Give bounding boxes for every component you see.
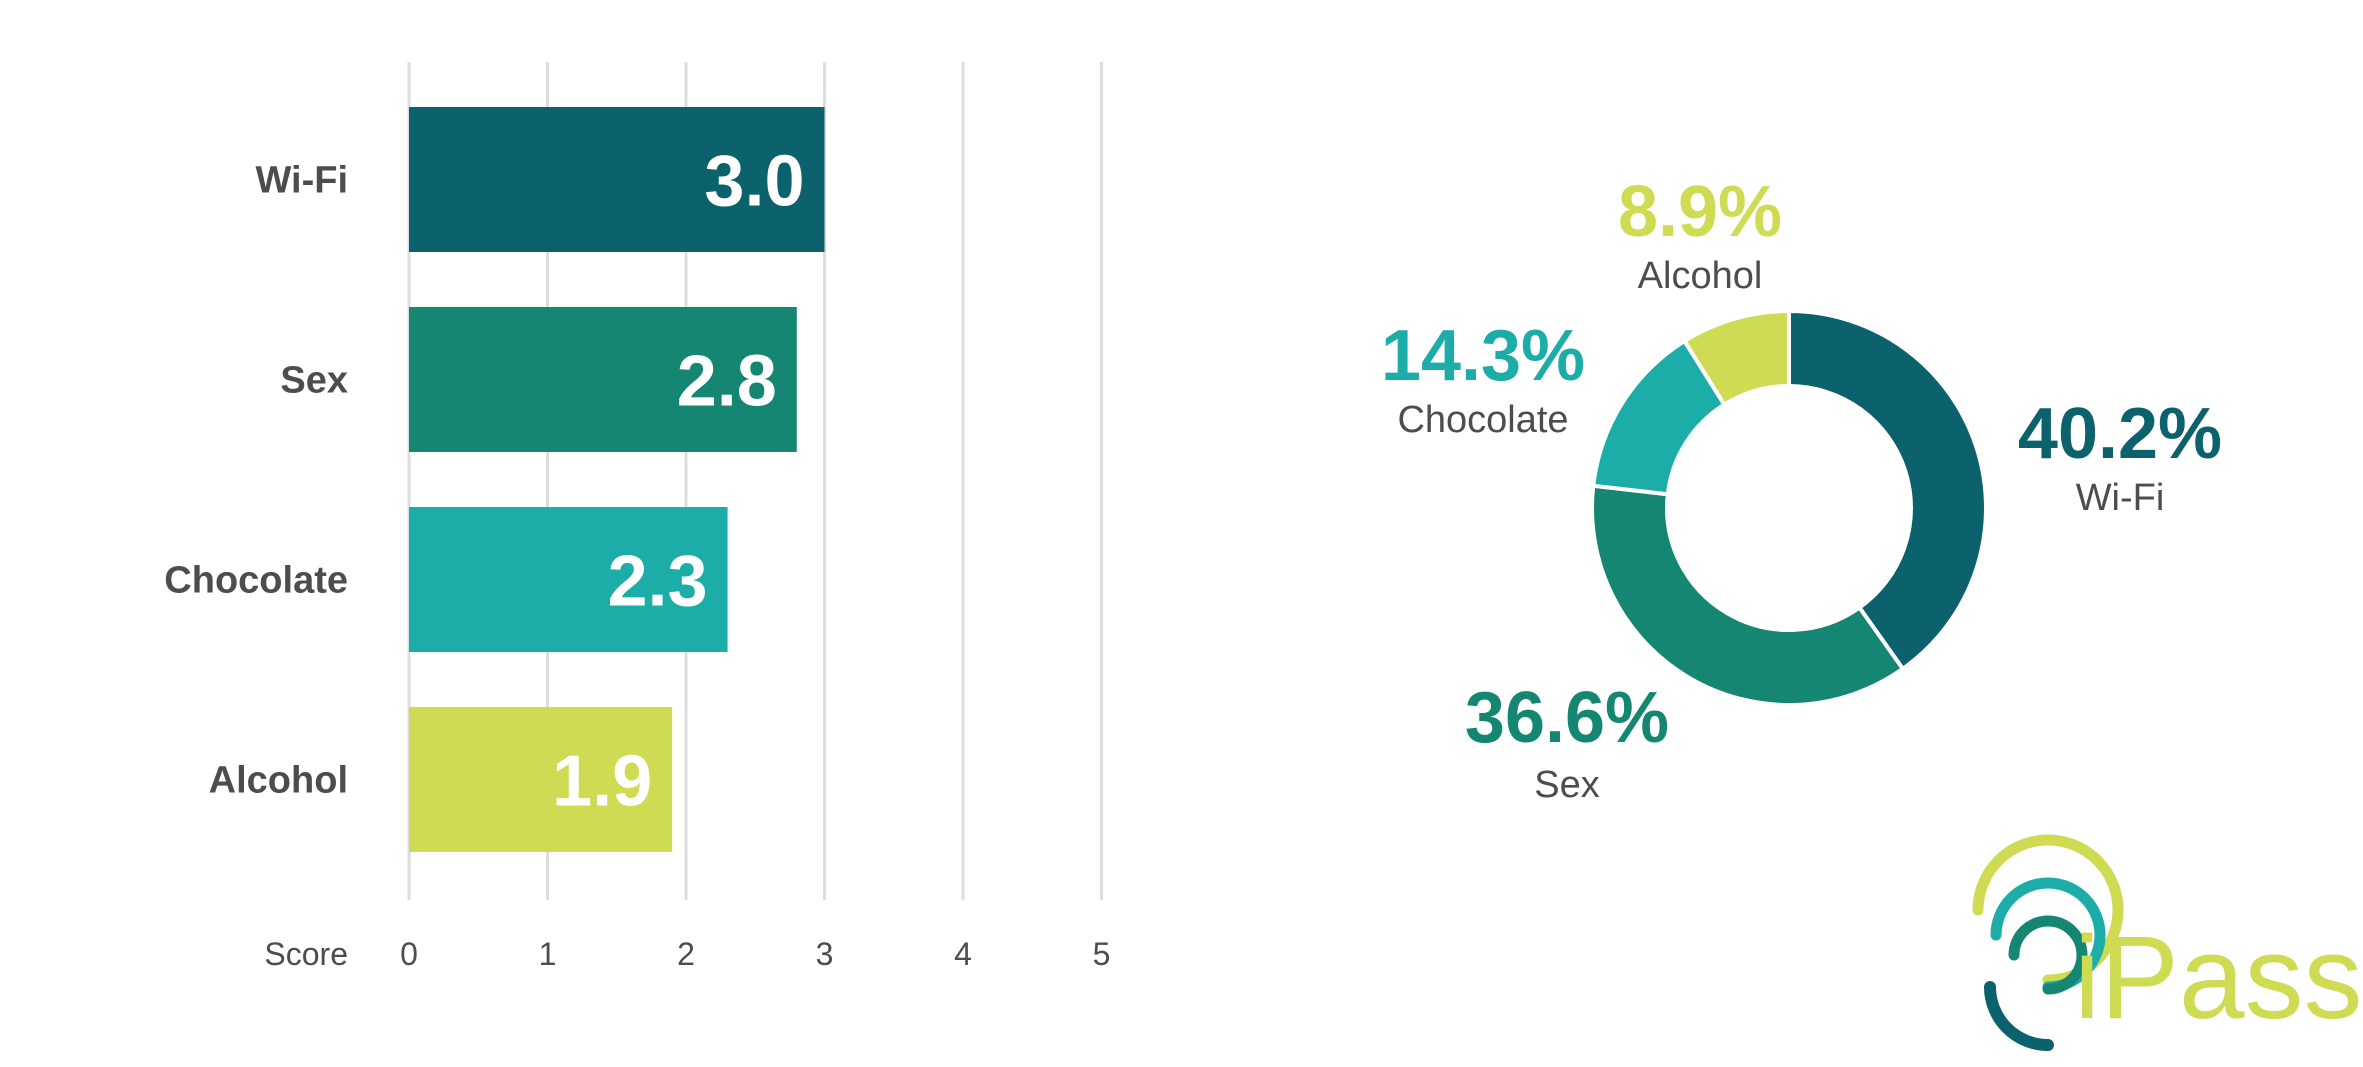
bar-series: Wi-Fi 3.0 Sex 2.8 Chocolate 2.3 Alcohol 1.9 [164,107,825,852]
x-tick-label-1: 1 [539,936,557,972]
x-tick-label-2: 2 [677,936,695,972]
slice-percent-wi-fi: 40.2% [2018,394,2222,474]
ipass-wordmark: iPass [2074,912,2363,1044]
category-label-sex: Sex [280,360,348,402]
slice-label-wi-fi: Wi-Fi [2076,477,2165,519]
value-label-alcohol: 1.9 [552,742,652,822]
donut-slice-sex [1590,483,1906,707]
donut-slice-alcohol [1681,308,1791,408]
slice-label-alcohol: Alcohol [1638,255,1763,297]
x-tick-label-0: 0 [400,936,418,972]
score-bar-chart: Wi-Fi 3.0 Sex 2.8 Chocolate 2.3 Alcohol 1.9 0 1 2… [164,62,1110,972]
bar-sex [409,307,797,452]
slice-percent-sex: 36.6% [1465,678,1669,758]
donut-slice-wi-fi [1787,308,1988,672]
slice-percent-chocolate: 14.3% [1381,316,1585,396]
slice-percent-alcohol: 8.9% [1618,172,1782,252]
value-label-chocolate: 2.3 [607,542,707,622]
ipass-signal-icon [1972,834,2124,1051]
share-donut-chart: 40.2%Wi-Fi 36.6% Sex 14.3%Chocolate 8.9%Alco… [1381,172,2222,806]
ipass-logo: iPass [1972,834,2363,1051]
slice-label-sex: Sex [1534,764,1599,806]
category-label-alcohol: Alcohol [209,760,348,802]
x-tick-label-5: 5 [1093,936,1111,972]
x-axis-ticks: 0 1 2 3 4 5 [400,936,1110,972]
x-tick-label-4: 4 [954,936,972,972]
slice-label-chocolate: Chocolate [1397,399,1568,441]
value-label-wi-fi: 3.0 [704,142,804,222]
category-label-chocolate: Chocolate [164,560,348,602]
bar-alcohol [409,707,673,852]
category-label-wi-fi: Wi-Fi [255,160,348,202]
value-label-sex: 2.8 [677,342,777,422]
bar-chocolate [409,507,728,652]
x-axis-label: Score [264,936,348,972]
x-tick-label-3: 3 [816,936,834,972]
bar-wi-fi [409,107,825,252]
